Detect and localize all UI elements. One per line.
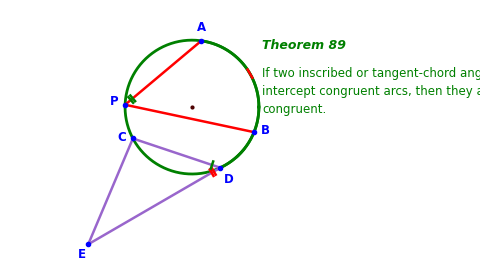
Text: B: B xyxy=(260,124,269,137)
Text: A: A xyxy=(196,21,205,34)
Text: Theorem 89: Theorem 89 xyxy=(262,39,345,52)
Text: If two inscribed or tangent-chord angles
intercept congruent arcs, then they are: If two inscribed or tangent-chord angles… xyxy=(262,67,480,116)
Text: E: E xyxy=(78,248,85,261)
Text: C: C xyxy=(118,131,126,144)
Text: D: D xyxy=(223,173,233,186)
Text: P: P xyxy=(110,95,119,108)
